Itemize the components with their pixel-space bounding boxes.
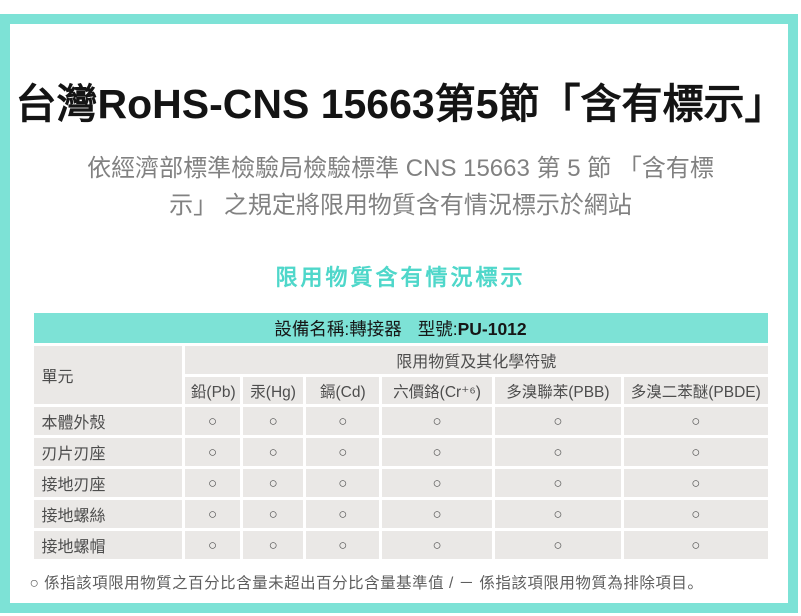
chem-header-cell-0: 鉛(Pb): [184, 377, 241, 405]
status-cell-1-0: ○: [184, 438, 241, 467]
chem-header-cell-4: 多溴聯苯(PBB): [494, 377, 622, 405]
section-heading: 限用物質含有情況標示: [275, 265, 526, 291]
status-cell-0-4: ○: [494, 407, 622, 436]
restricted-substances-table: 設備名稱:轉接器 型號:PU-1012 單元 限用物質及其化學符號 鉛(Pb) 汞(…: [31, 310, 771, 562]
status-cell-1-5: ○: [624, 438, 768, 467]
page-content: 台灣RoHS-CNS 15663第5節「含有標示」 依經濟部標準檢驗局檢驗標準 …: [15, 81, 786, 593]
substances-group-header-row: 單元 限用物質及其化學符號: [33, 346, 768, 405]
substances-header-cell: 限用物質及其化學符號: [184, 346, 768, 375]
footnote: ○ 係指該項限用物質之百分比含量未超出百分比含量基準值 / － 係指該項限用物質…: [29, 575, 704, 593]
model-value: PU-1012: [457, 318, 527, 339]
component-row-0: 本體外殼 ○ ○ ○ ○ ○ ○: [33, 407, 768, 436]
status-cell-2-0: ○: [184, 469, 241, 498]
status-cell-4-5: ○: [624, 531, 768, 560]
status-cell-3-2: ○: [306, 500, 380, 529]
status-cell-4-1: ○: [243, 531, 304, 560]
status-cell-2-1: ○: [243, 469, 304, 498]
status-cell-1-2: ○: [306, 438, 380, 467]
status-cell-3-3: ○: [382, 500, 492, 529]
status-cell-3-0: ○: [184, 500, 241, 529]
status-cell-3-1: ○: [243, 500, 304, 529]
status-cell-3-4: ○: [494, 500, 622, 529]
status-cell-4-4: ○: [494, 531, 622, 560]
status-cell-2-5: ○: [624, 469, 768, 498]
status-cell-0-1: ○: [243, 407, 304, 436]
status-cell-0-0: ○: [184, 407, 241, 436]
page-title: 台灣RoHS-CNS 15663第5節「含有標示」: [15, 81, 786, 127]
model-label: 型號:: [417, 318, 458, 339]
component-label: 接地螺絲: [33, 500, 182, 529]
status-cell-4-3: ○: [382, 531, 492, 560]
component-row-1: 刃片刃座 ○ ○ ○ ○ ○ ○: [33, 438, 768, 467]
component-row-2: 接地刃座 ○ ○ ○ ○ ○ ○: [33, 469, 768, 498]
chem-header-cell-3: 六價鉻(Cr⁺⁶): [382, 377, 492, 405]
component-row-3: 接地螺絲 ○ ○ ○ ○ ○ ○: [33, 500, 768, 529]
status-cell-1-1: ○: [243, 438, 304, 467]
status-cell-1-4: ○: [494, 438, 622, 467]
compliance-table-wrapper: 設備名稱:轉接器 型號:PU-1012 單元 限用物質及其化學符號 鉛(Pb) 汞(…: [31, 310, 771, 562]
status-cell-1-3: ○: [382, 438, 492, 467]
component-row-4: 接地螺帽 ○ ○ ○ ○ ○ ○: [33, 531, 768, 560]
status-cell-0-2: ○: [306, 407, 380, 436]
status-cell-0-3: ○: [382, 407, 492, 436]
chem-header-cell-5: 多溴二苯醚(PBDE): [624, 377, 768, 405]
component-label: 刃片刃座: [33, 438, 182, 467]
status-cell-2-3: ○: [382, 469, 492, 498]
status-cell-2-4: ○: [494, 469, 622, 498]
chemical-header-row: 鉛(Pb) 汞(Hg) 鎘(Cd) 六價鉻(Cr⁺⁶) 多溴聯苯(PBB) 多溴二苯醚(P…: [34, 377, 768, 405]
status-cell-2-2: ○: [306, 469, 380, 498]
chem-header-cell-1: 汞(Hg): [243, 377, 304, 405]
chem-header-cell-2: 鎘(Cd): [306, 377, 380, 405]
unit-header-cell: 單元: [33, 346, 182, 405]
table-caption: 設備名稱:轉接器 型號:PU-1012: [33, 313, 768, 344]
table-caption-row: 設備名稱:轉接器 型號:PU-1012: [33, 313, 768, 344]
status-cell-4-2: ○: [306, 531, 380, 560]
component-label: 本體外殼: [33, 407, 182, 436]
device-name-label: 設備名稱:轉接器: [274, 318, 402, 339]
status-cell-0-5: ○: [624, 407, 768, 436]
status-cell-4-0: ○: [184, 531, 241, 560]
status-cell-3-5: ○: [624, 500, 768, 529]
component-label: 接地刃座: [33, 469, 182, 498]
page-subtitle: 依經濟部標準檢驗局檢驗標準 CNS 15663 第 5 節 「含有標示」 之規定…: [87, 155, 714, 220]
component-label: 接地螺帽: [33, 531, 182, 560]
